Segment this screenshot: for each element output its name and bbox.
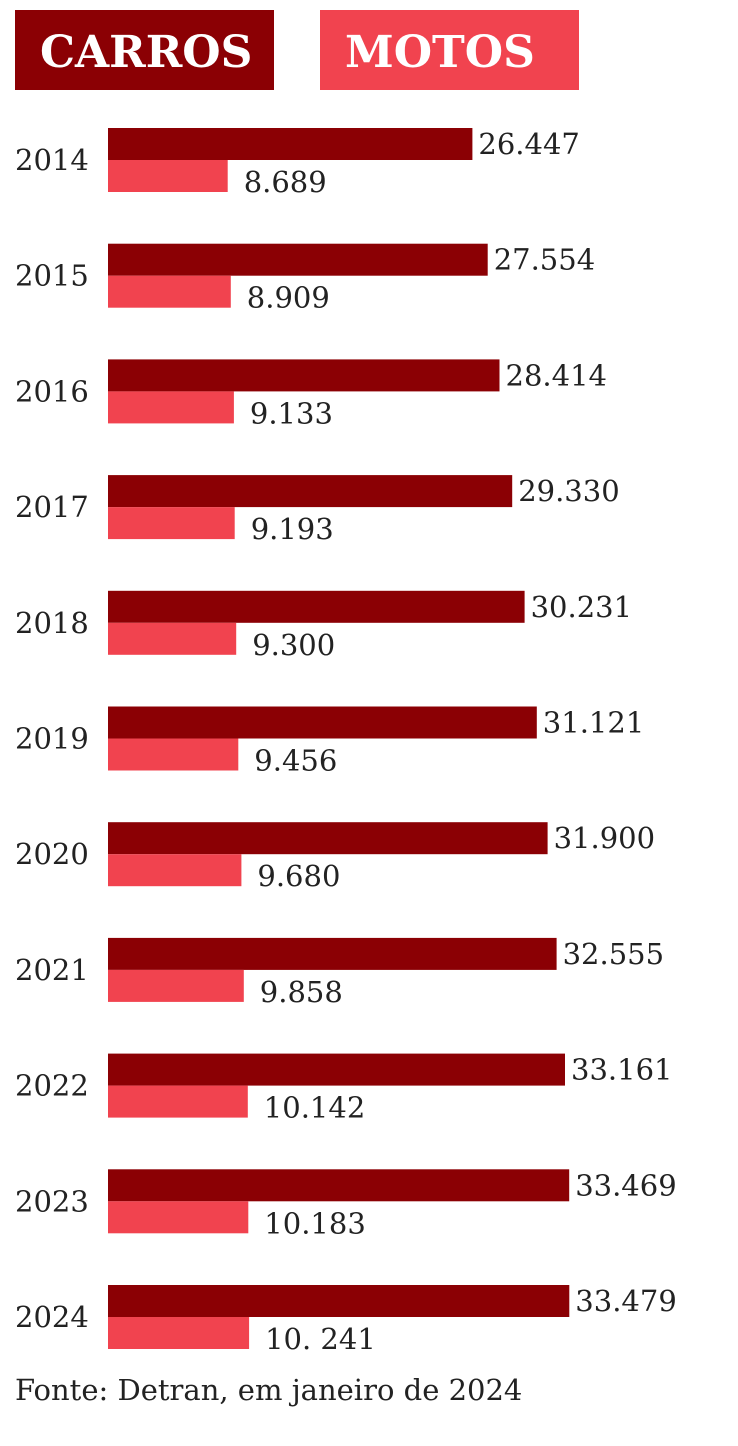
bar-carros-2017 — [108, 475, 513, 508]
year-label: 2023 — [15, 1184, 89, 1218]
legend-swatch-carros — [15, 10, 274, 90]
bar-group-2019: 2019 31.121 9.456 — [15, 706, 644, 778]
bar-motos-2017 — [108, 507, 235, 540]
value-label-motos: 9.300 — [252, 628, 335, 662]
value-label-carros: 33.479 — [575, 1284, 676, 1318]
bar-carros-2014 — [108, 128, 473, 160]
bar-group-2022: 2022 33.161 10.142 — [15, 1053, 672, 1125]
bar-carros-2015 — [108, 243, 488, 276]
value-label-carros: 33.161 — [571, 1053, 672, 1087]
bar-carros-2020 — [108, 822, 548, 855]
value-label-motos: 9.456 — [254, 744, 337, 778]
year-label: 2019 — [15, 722, 89, 756]
value-label-carros: 33.469 — [575, 1168, 676, 1202]
source-note: Fonte: Detran, em janeiro de 2024 — [15, 1373, 522, 1407]
bar-motos-2019 — [108, 738, 239, 771]
year-label: 2016 — [15, 374, 89, 408]
legend-label-motos: MOTOS — [345, 27, 535, 78]
bar-carros-2016 — [108, 359, 500, 392]
bar-group-2014: 2014 26.447 8.689 — [15, 127, 580, 199]
value-label-motos: 10.142 — [264, 1091, 365, 1125]
bar-motos-2015 — [108, 275, 231, 308]
value-label-carros: 29.330 — [518, 474, 619, 508]
bar-motos-2023 — [108, 1201, 249, 1234]
value-label-carros: 28.414 — [506, 358, 607, 392]
value-label-motos: 8.909 — [247, 281, 330, 315]
year-label: 2022 — [15, 1069, 89, 1103]
value-label-carros: 27.554 — [494, 243, 595, 277]
bar-motos-2024 — [108, 1317, 250, 1349]
bar-carros-2024 — [108, 1285, 570, 1317]
year-label: 2017 — [15, 490, 89, 524]
value-label-carros: 32.555 — [563, 937, 664, 971]
plot-area: 2014 26.447 8.689 2015 27.554 8.909 2016 28.414… — [15, 127, 677, 1356]
bar-group-2016: 2016 28.414 9.133 — [15, 358, 607, 430]
bar-group-2018: 2018 30.231 9.300 — [15, 590, 632, 662]
value-label-motos: 9.133 — [250, 396, 333, 430]
value-label-carros: 31.900 — [554, 821, 655, 855]
legend: CARROS MOTOS — [15, 10, 579, 90]
legend-label-carros: CARROS — [40, 27, 252, 78]
bar-motos-2021 — [108, 969, 244, 1002]
year-label: 2018 — [15, 606, 89, 640]
value-label-carros: 30.231 — [531, 590, 632, 624]
bar-motos-2016 — [108, 391, 234, 424]
bar-carros-2019 — [108, 706, 537, 739]
value-label-carros: 31.121 — [543, 706, 644, 740]
value-label-motos: 9.858 — [260, 975, 343, 1009]
bar-group-2017: 2017 29.330 9.193 — [15, 474, 620, 546]
bar-motos-2018 — [108, 622, 237, 655]
bar-carros-2018 — [108, 590, 525, 623]
bar-carros-2023 — [108, 1169, 570, 1202]
bar-motos-2020 — [108, 854, 242, 887]
year-label: 2024 — [15, 1300, 89, 1334]
bar-group-2023: 2023 33.469 10.183 — [15, 1168, 677, 1240]
bar-carros-2021 — [108, 937, 557, 970]
bar-group-2015: 2015 27.554 8.909 — [15, 243, 595, 315]
bar-carros-2022 — [108, 1053, 565, 1086]
year-label: 2015 — [15, 259, 89, 293]
value-label-motos: 10. 241 — [265, 1322, 376, 1356]
value-label-motos: 8.689 — [244, 165, 327, 199]
value-label-carros: 26.447 — [478, 127, 579, 161]
year-label: 2014 — [15, 143, 89, 177]
value-label-motos: 9.193 — [251, 512, 334, 546]
bar-group-2024: 2024 33.479 10. 241 — [15, 1284, 677, 1356]
bar-motos-2014 — [108, 160, 228, 192]
bar-group-2021: 2021 32.555 9.858 — [15, 937, 664, 1009]
legend-swatch-motos — [320, 10, 579, 90]
year-label: 2021 — [15, 953, 89, 987]
bar-group-2020: 2020 31.900 9.680 — [15, 821, 655, 893]
bar-motos-2022 — [108, 1085, 248, 1118]
year-label: 2020 — [15, 837, 89, 871]
value-label-motos: 10.183 — [264, 1206, 365, 1240]
value-label-motos: 9.680 — [257, 859, 340, 893]
